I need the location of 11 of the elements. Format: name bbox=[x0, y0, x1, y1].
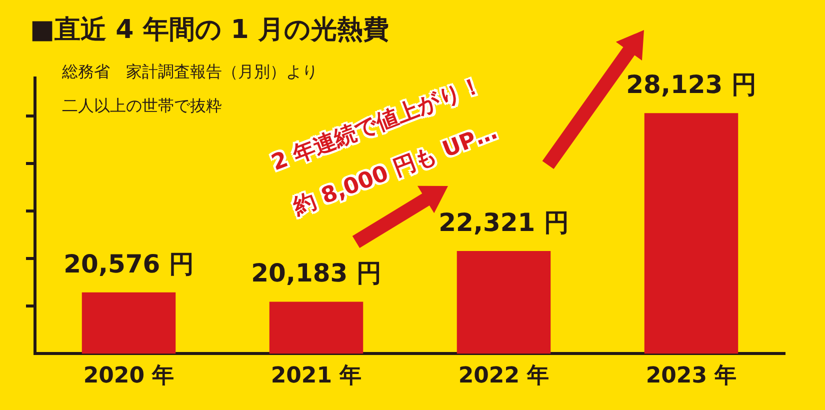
data-label: 20,183 円 bbox=[251, 258, 382, 288]
data-label: 22,321 円 bbox=[438, 208, 569, 237]
x-tick-label: 2020 年 bbox=[83, 364, 174, 389]
chart-subtitle: 総務省 家計調査報告（月別）より bbox=[62, 62, 318, 83]
chart-title: ■直近 4 年間の 1 月の光熱費 bbox=[30, 14, 389, 47]
data-label: 20,576 円 bbox=[64, 249, 194, 278]
x-tick-label: 2022 年 bbox=[458, 364, 550, 389]
data-label: 28,123 円 bbox=[626, 70, 756, 100]
x-tick-label: 2023 年 bbox=[646, 364, 737, 389]
x-tick-label: 2021 年 bbox=[270, 364, 362, 389]
annotation: 二人以上の世帯で抜粋 bbox=[62, 96, 222, 117]
